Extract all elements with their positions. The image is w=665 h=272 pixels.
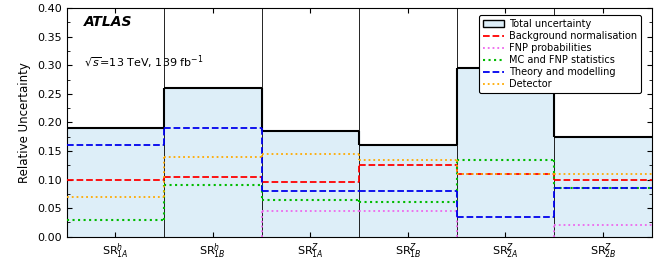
Text: ATLAS: ATLAS (84, 15, 132, 29)
Legend: Total uncertainty, Background normalisation, FNP probabilities, MC and FNP stati: Total uncertainty, Background normalisat… (479, 15, 641, 93)
Y-axis label: Relative Uncertainty: Relative Uncertainty (19, 62, 31, 183)
Text: $\sqrt{s}$=13 TeV, 139 fb$^{-1}$: $\sqrt{s}$=13 TeV, 139 fb$^{-1}$ (84, 54, 203, 72)
